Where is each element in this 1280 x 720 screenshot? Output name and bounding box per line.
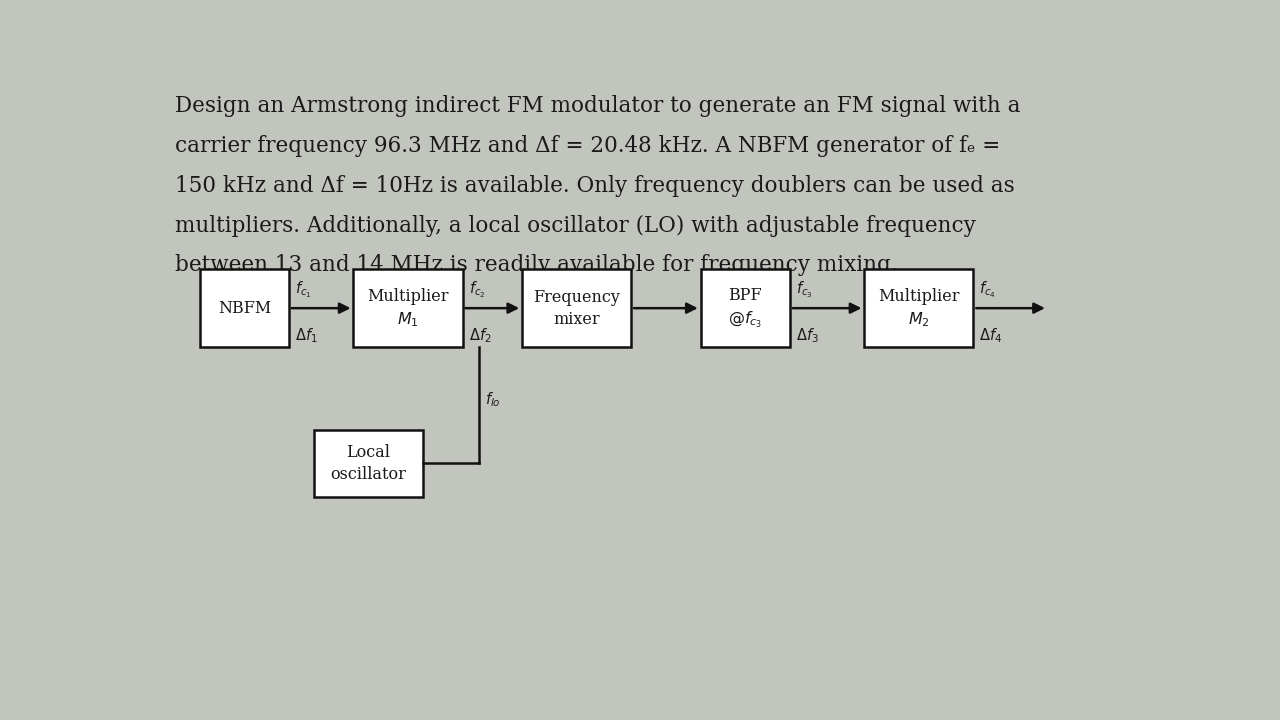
Text: $\Delta f_4$: $\Delta f_4$ <box>979 326 1002 345</box>
Text: carrier frequency 96.3 MHz and Δf = 20.48 kHz. A NBFM generator of fₑ =: carrier frequency 96.3 MHz and Δf = 20.4… <box>175 135 1000 157</box>
Text: between 13 and 14 MHz is readily available for frequency mixing.: between 13 and 14 MHz is readily availab… <box>175 254 897 276</box>
Text: Design an Armstrong indirect FM modulator to generate an FM signal with a: Design an Armstrong indirect FM modulato… <box>175 95 1020 117</box>
Text: Frequency
mixer: Frequency mixer <box>534 289 620 328</box>
Text: $f_{c_3}$: $f_{c_3}$ <box>796 279 813 300</box>
Text: NBFM: NBFM <box>218 300 271 317</box>
Text: Multiplier
$M_1$: Multiplier $M_1$ <box>367 287 449 329</box>
Text: $f_{lo}$: $f_{lo}$ <box>485 390 502 409</box>
FancyBboxPatch shape <box>353 269 462 347</box>
Text: $f_{c_4}$: $f_{c_4}$ <box>979 279 996 300</box>
FancyBboxPatch shape <box>864 269 973 347</box>
Text: $f_{c_2}$: $f_{c_2}$ <box>468 279 485 300</box>
FancyBboxPatch shape <box>700 269 790 347</box>
Text: Multiplier
$M_2$: Multiplier $M_2$ <box>878 287 960 329</box>
Text: Local
oscillator: Local oscillator <box>330 444 406 483</box>
FancyBboxPatch shape <box>200 269 289 347</box>
Text: BPF
$@f_{c_3}$: BPF $@f_{c_3}$ <box>728 287 763 330</box>
FancyBboxPatch shape <box>522 269 631 347</box>
Text: $\Delta f_1$: $\Delta f_1$ <box>294 326 317 345</box>
Text: $\Delta f_3$: $\Delta f_3$ <box>796 326 819 345</box>
FancyBboxPatch shape <box>314 430 422 497</box>
Text: $\Delta f_2$: $\Delta f_2$ <box>468 326 492 345</box>
Text: $f_{c_1}$: $f_{c_1}$ <box>294 279 311 300</box>
Text: 150 kHz and Δf = 10Hz is available. Only frequency doublers can be used as: 150 kHz and Δf = 10Hz is available. Only… <box>175 174 1015 197</box>
Text: multipliers. Additionally, a local oscillator (LO) with adjustable frequency: multipliers. Additionally, a local oscil… <box>175 215 975 237</box>
